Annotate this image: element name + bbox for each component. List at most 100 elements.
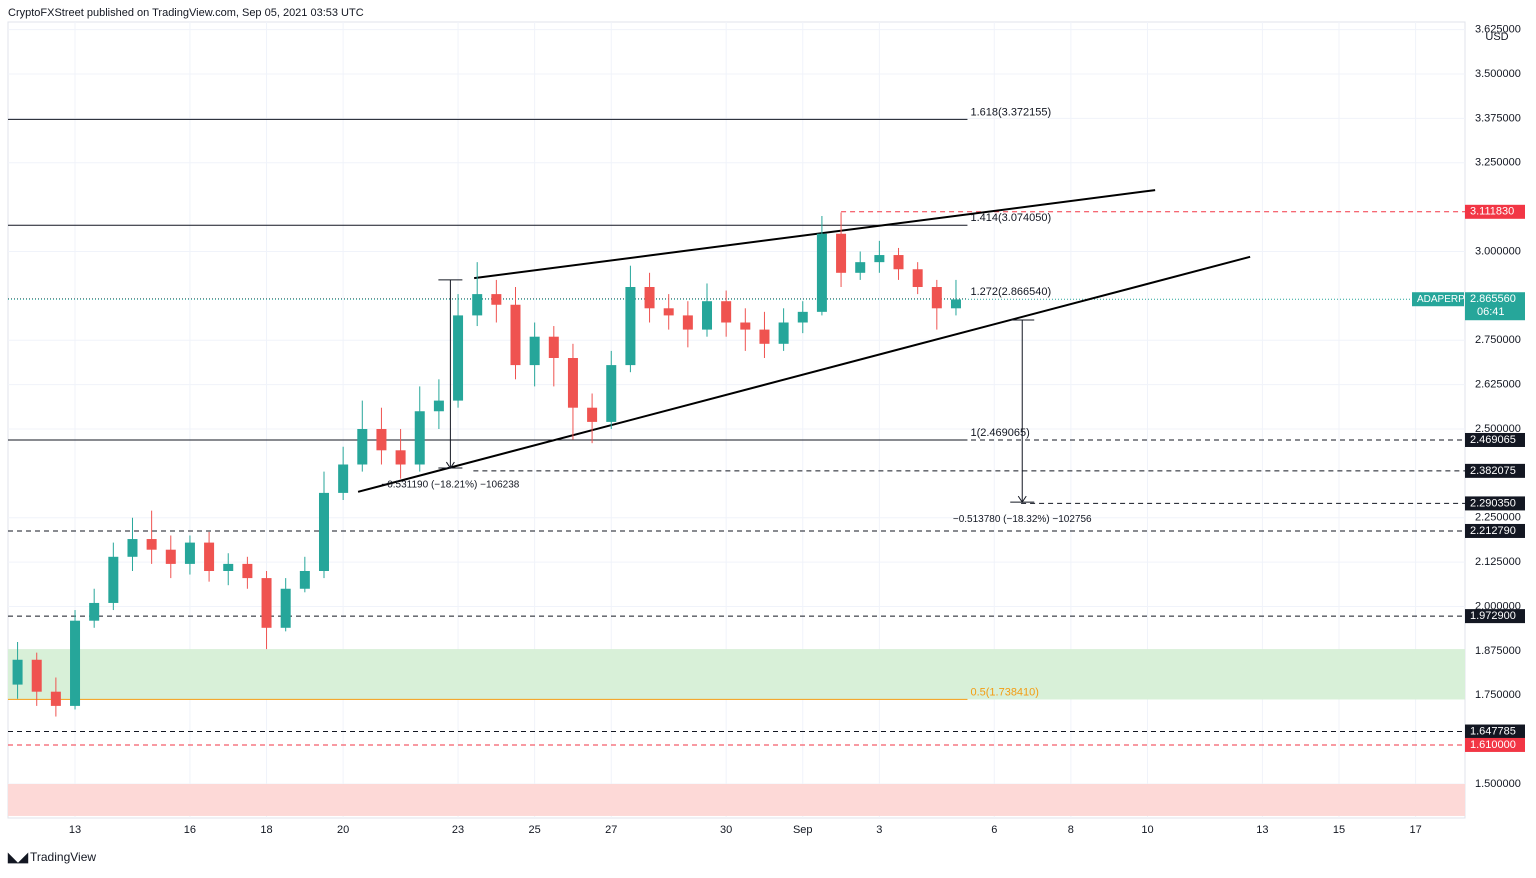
candle-body — [893, 255, 904, 270]
x-tick-label: 10 — [1141, 824, 1153, 836]
trendline — [474, 189, 1156, 280]
candle-body — [644, 287, 655, 309]
price-label: 1.647785 — [1470, 725, 1516, 737]
x-tick-label: 6 — [991, 824, 997, 836]
countdown: 06:41 — [1477, 306, 1505, 318]
candle-body — [702, 301, 713, 330]
price-label: 2.865560 — [1470, 293, 1516, 305]
y-tick-label: 2.625000 — [1475, 379, 1521, 391]
candle-body — [759, 329, 770, 344]
x-tick-label: 13 — [1256, 824, 1268, 836]
y-tick-label: 1.500000 — [1475, 778, 1521, 790]
candle-body — [836, 233, 847, 273]
fib-label: 1.272(2.866540) — [970, 286, 1051, 298]
zone — [8, 649, 1465, 700]
y-tick-label: 2.125000 — [1475, 556, 1521, 568]
currency: USD — [1485, 31, 1508, 43]
price-label-box — [1465, 523, 1525, 538]
candle-body — [721, 301, 732, 323]
candle-body — [242, 563, 253, 579]
candle-body — [165, 549, 176, 564]
header: CryptoFXStreet published on TradingView.… — [8, 7, 364, 19]
price-label-box — [1465, 496, 1525, 511]
candle-body — [414, 411, 425, 465]
x-tick-label: 15 — [1333, 824, 1345, 836]
brand-logo: ◣◢ — [7, 849, 29, 864]
price-label-box — [1465, 292, 1525, 321]
x-tick-label: 16 — [184, 824, 196, 836]
candle-body — [433, 400, 444, 412]
y-tick-label: 1.750000 — [1475, 689, 1521, 701]
candle-body — [184, 542, 195, 564]
price-label-box — [1465, 432, 1525, 447]
y-tick-label: 1.875000 — [1475, 645, 1521, 657]
candle-body — [31, 659, 42, 692]
fib-label: 1(2.469065) — [970, 427, 1029, 439]
candle-body — [912, 269, 923, 288]
candle-body — [797, 311, 808, 323]
candle-body — [453, 315, 464, 401]
candle-body — [12, 659, 23, 685]
x-tick-label: 30 — [720, 824, 732, 836]
y-tick-label: 3.625000 — [1475, 24, 1521, 36]
candle-body — [950, 299, 961, 309]
x-tick-label: Sep — [793, 824, 813, 836]
symbol-box — [1412, 292, 1464, 307]
price-label: 1.972900 — [1470, 610, 1516, 622]
price-label: 2.469065 — [1470, 434, 1516, 446]
price-label-box — [1465, 609, 1525, 624]
price-label: 2.212790 — [1470, 525, 1516, 537]
candle-body — [146, 539, 157, 550]
candle-body — [395, 450, 406, 465]
candle-body — [338, 464, 349, 493]
candle-body — [778, 322, 789, 344]
candle-body — [376, 428, 387, 451]
candle-body — [357, 428, 368, 465]
x-tick-label: 23 — [452, 824, 464, 836]
x-tick-label: 13 — [69, 824, 81, 836]
candle-body — [567, 358, 578, 408]
candle-body — [855, 262, 866, 273]
candle-body — [874, 255, 885, 263]
trendline — [357, 255, 1251, 493]
brand: TradingView — [30, 850, 96, 864]
y-tick-label: 2.500000 — [1475, 423, 1521, 435]
price-label: 3.111830 — [1470, 206, 1514, 218]
y-tick-label: 3.500000 — [1475, 68, 1521, 80]
y-tick-label: 3.000000 — [1475, 245, 1521, 257]
candle-body — [740, 322, 751, 330]
candle-body — [318, 492, 329, 571]
candle-body — [223, 563, 234, 571]
x-tick-label: 18 — [260, 824, 272, 836]
candle-body — [204, 542, 215, 571]
candle-body — [261, 578, 272, 628]
candle-body — [280, 588, 291, 628]
candle-body — [299, 570, 310, 589]
plot-frame — [7, 21, 1466, 819]
y-tick-label: 3.375000 — [1475, 112, 1521, 124]
x-tick-label: 3 — [876, 824, 882, 836]
price-label-box — [1465, 737, 1525, 752]
candle-body — [587, 407, 598, 422]
candle-body — [663, 308, 674, 316]
y-tick-label: 3.250000 — [1475, 157, 1521, 169]
x-tick-label: 8 — [1068, 824, 1074, 836]
fib-label: 1.618(3.372155) — [970, 106, 1051, 118]
y-tick-label: 2.250000 — [1475, 512, 1521, 524]
candle-body — [510, 304, 521, 366]
zone — [8, 783, 1465, 816]
candle-body — [89, 602, 100, 621]
candle-body — [529, 336, 540, 366]
candle-body — [472, 294, 483, 316]
fib-label: 0.5(1.738410) — [970, 686, 1038, 698]
x-tick-label: 27 — [605, 824, 617, 836]
candle-body — [108, 556, 119, 603]
candle-body — [816, 233, 827, 312]
y-tick-label: 2.750000 — [1475, 334, 1521, 346]
x-tick-label: 25 — [529, 824, 541, 836]
price-label: 2.382075 — [1470, 465, 1516, 477]
candle-body — [548, 336, 559, 359]
measure-label: −0.513780 (−18.32%) −102756 — [953, 514, 1092, 525]
